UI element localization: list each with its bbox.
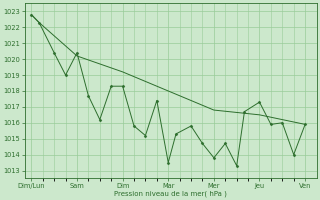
X-axis label: Pression niveau de la mer( hPa ): Pression niveau de la mer( hPa ) bbox=[114, 190, 227, 197]
